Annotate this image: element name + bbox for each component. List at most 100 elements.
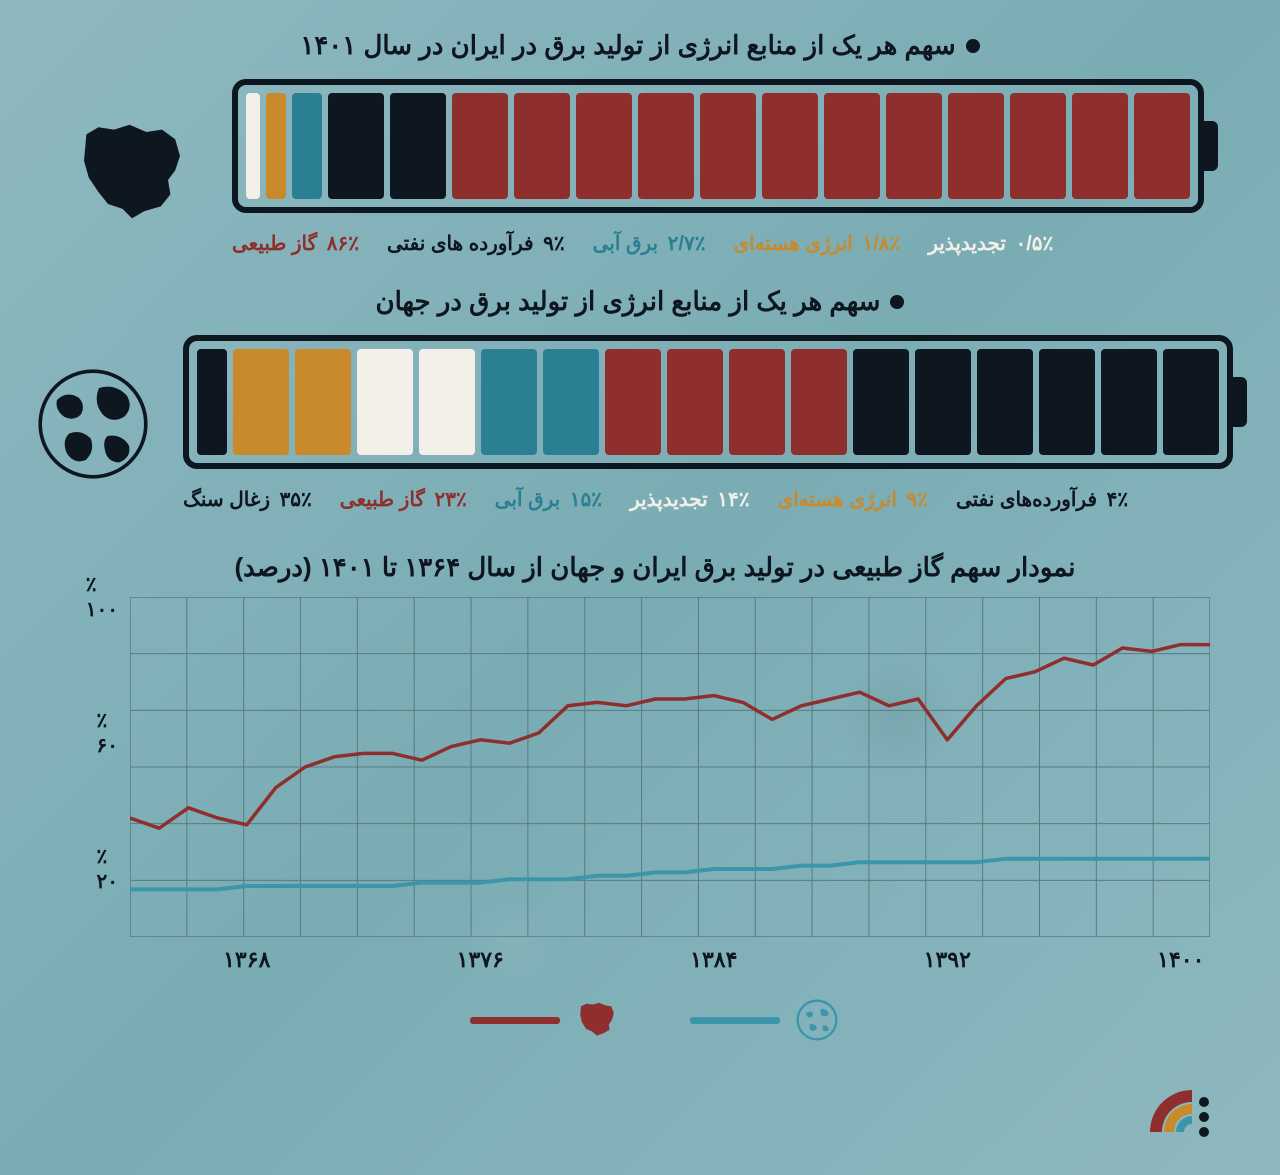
legend-label: فرآورده‌های نفتی bbox=[956, 489, 1103, 511]
battery-cell bbox=[357, 349, 413, 455]
iran-map-icon bbox=[62, 103, 202, 233]
battery-cell bbox=[390, 93, 446, 199]
legend-pct: ۹٪ bbox=[543, 233, 564, 255]
battery-cell bbox=[543, 349, 599, 455]
battery-cell bbox=[328, 93, 384, 199]
world-battery-body bbox=[183, 335, 1233, 469]
legend-item: ۹٪ فرآورده های نفتی bbox=[387, 231, 565, 256]
legend-pct: ۲۳٪ bbox=[435, 489, 467, 511]
legend-label: انرژی هسته‌ای bbox=[778, 489, 903, 511]
iran-small-icon bbox=[574, 997, 620, 1043]
legend-label: فرآورده های نفتی bbox=[387, 233, 539, 255]
legend-label: برق آبی bbox=[593, 233, 664, 255]
battery-cell bbox=[605, 349, 661, 455]
battery-cell bbox=[576, 93, 632, 199]
battery-cell bbox=[481, 349, 537, 455]
world-legend: ۳۵٪ زغال سنگ ۲۳٪ گاز طبیعی ۱۵٪ برق آبی ۱۴٪ … bbox=[183, 487, 1247, 512]
legend-pct: ۸۶٪ bbox=[327, 233, 359, 255]
battery-cell bbox=[886, 93, 942, 199]
x-axis-label: ۱۳۷۶ bbox=[457, 947, 504, 973]
chart-legend bbox=[100, 997, 1210, 1043]
battery-cell bbox=[700, 93, 756, 199]
legend-pct: ۲/۷٪ bbox=[668, 233, 706, 255]
battery-cell bbox=[452, 93, 508, 199]
legend-world bbox=[690, 997, 840, 1043]
battery-cell bbox=[233, 349, 289, 455]
chart-area: ٪ ۲۰٪ ۶۰٪ ۱۰۰۱۳۶۸۱۳۷۶۱۳۸۴۱۳۹۲۱۴۰۰ bbox=[130, 597, 1210, 937]
legend-pct: ۴٪ bbox=[1107, 489, 1128, 511]
legend-iran bbox=[470, 997, 620, 1043]
legend-item: ۱/۸٪ انرژی هسته‌ای bbox=[733, 231, 900, 256]
battery-cell bbox=[762, 93, 818, 199]
x-axis-label: ۱۳۸۴ bbox=[690, 947, 737, 973]
legend-label: زغال سنگ bbox=[183, 489, 276, 511]
battery-cell bbox=[1101, 349, 1157, 455]
battery-cap bbox=[1202, 121, 1218, 171]
legend-item: ۴٪ فرآورده‌های نفتی bbox=[956, 487, 1128, 512]
battery-cell bbox=[1134, 93, 1190, 199]
globe-small-icon bbox=[794, 997, 840, 1043]
battery-cell bbox=[419, 349, 475, 455]
battery-cell bbox=[295, 349, 351, 455]
bullet-icon bbox=[966, 39, 980, 53]
iran-battery-row: ۸۶٪ گاز طبیعی ۹٪ فرآورده های نفتی ۲/۷٪ برق… bbox=[0, 79, 1280, 256]
legend-line-iran bbox=[470, 1017, 560, 1024]
world-battery bbox=[183, 335, 1247, 469]
battery-cell bbox=[292, 93, 322, 199]
legend-label: برق آبی bbox=[495, 489, 566, 511]
legend-item: ۲۳٪ گاز طبیعی bbox=[340, 487, 467, 512]
world-section-title: سهم هر یک از منابع انرژی از تولید برق در… bbox=[0, 286, 1280, 317]
legend-label: گاز طبیعی bbox=[232, 233, 323, 255]
globe-icon bbox=[33, 359, 153, 489]
legend-label: گاز طبیعی bbox=[340, 489, 431, 511]
chart-title: نمودار سهم گاز طبیعی در تولید برق ایران … bbox=[100, 552, 1210, 583]
world-battery-row: ۳۵٪ زغال سنگ ۲۳٪ گاز طبیعی ۱۵٪ برق آبی ۱۴٪ … bbox=[0, 335, 1280, 512]
battery-cell bbox=[824, 93, 880, 199]
legend-pct: ۹٪ bbox=[906, 489, 927, 511]
battery-cell bbox=[514, 93, 570, 199]
battery-cell bbox=[197, 349, 227, 455]
legend-item: ۲/۷٪ برق آبی bbox=[593, 231, 706, 256]
legend-item: ۱۴٪ تجدیدپذیر bbox=[630, 487, 750, 512]
legend-pct: ۱۴٪ bbox=[717, 489, 749, 511]
iran-battery-wrap: ۸۶٪ گاز طبیعی ۹٪ فرآورده های نفتی ۲/۷٪ برق… bbox=[232, 79, 1218, 256]
battery-cell bbox=[977, 349, 1033, 455]
bullet-icon bbox=[890, 295, 904, 309]
battery-cell bbox=[266, 93, 286, 199]
battery-cell bbox=[1039, 349, 1095, 455]
legend-label: تجدیدپذیر bbox=[928, 233, 1011, 255]
iran-section-title: سهم هر یک از منابع انرژی از تولید برق در… bbox=[0, 30, 1280, 61]
battery-cell bbox=[729, 349, 785, 455]
legend-line-world bbox=[690, 1017, 780, 1024]
battery-cell bbox=[791, 349, 847, 455]
legend-item: ۹٪ انرژی هسته‌ای bbox=[778, 487, 928, 512]
battery-cell bbox=[667, 349, 723, 455]
legend-pct: ۰/۵٪ bbox=[1015, 233, 1053, 255]
battery-cap bbox=[1231, 377, 1247, 427]
iran-title-text: سهم هر یک از منابع انرژی از تولید برق در… bbox=[300, 30, 955, 61]
legend-item: ۳۵٪ زغال سنگ bbox=[183, 487, 312, 512]
battery-cell bbox=[915, 349, 971, 455]
battery-cell bbox=[853, 349, 909, 455]
legend-pct: ۱۵٪ bbox=[570, 489, 602, 511]
y-axis-label: ٪ ۶۰ bbox=[97, 708, 118, 758]
line-chart-section: نمودار سهم گاز طبیعی در تولید برق ایران … bbox=[0, 552, 1280, 1043]
battery-cell bbox=[638, 93, 694, 199]
iran-legend: ۸۶٪ گاز طبیعی ۹٪ فرآورده های نفتی ۲/۷٪ برق… bbox=[232, 231, 1218, 256]
battery-cell bbox=[948, 93, 1004, 199]
battery-cell bbox=[1010, 93, 1066, 199]
legend-pct: ۱/۸٪ bbox=[862, 233, 900, 255]
legend-pct: ۳۵٪ bbox=[280, 489, 312, 511]
legend-item: ۱۵٪ برق آبی bbox=[495, 487, 602, 512]
battery-cell bbox=[1163, 349, 1219, 455]
x-axis-label: ۱۳۶۸ bbox=[223, 947, 270, 973]
legend-item: ۰/۵٪ تجدیدپذیر bbox=[928, 231, 1053, 256]
x-axis-label: ۱۴۰۰ bbox=[1157, 947, 1204, 973]
x-axis-label: ۱۳۹۲ bbox=[924, 947, 971, 973]
iran-battery-body bbox=[232, 79, 1204, 213]
legend-label: انرژی هسته‌ای bbox=[733, 233, 858, 255]
battery-cell bbox=[246, 93, 260, 199]
world-title-text: سهم هر یک از منابع انرژی از تولید برق در… bbox=[376, 286, 881, 317]
legend-item: ۸۶٪ گاز طبیعی bbox=[232, 231, 359, 256]
y-axis-label: ٪ ۲۰ bbox=[97, 844, 118, 894]
